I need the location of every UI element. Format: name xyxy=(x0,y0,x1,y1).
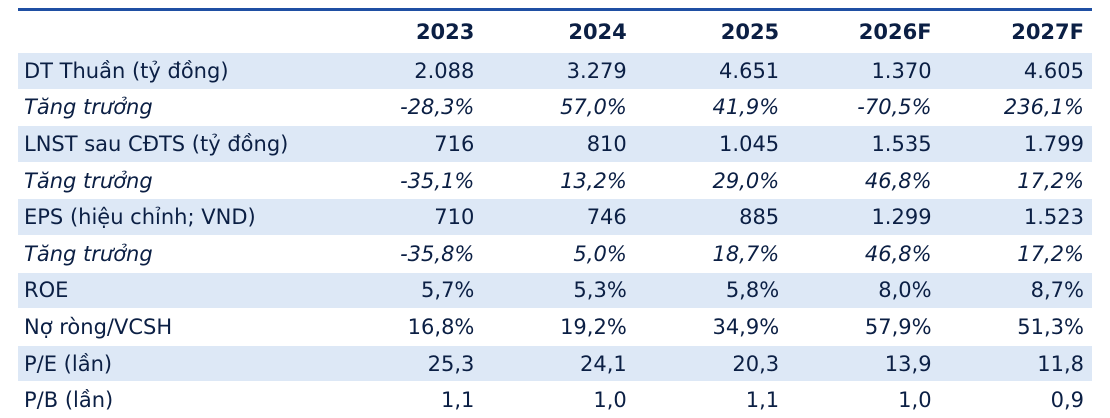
table-row: Tăng trưởng -28,3% 57,0% 41,9% -70,5% 236,1% xyxy=(18,88,1092,126)
table-row: Nợ ròng/VCSH 16,8% 19,2% 34,9% 57,9% 51,3% xyxy=(18,308,1092,346)
header-cell-2025: 2025 xyxy=(720,19,780,44)
table-cell: 1.535 xyxy=(787,125,940,163)
table-cell: 1.523 xyxy=(939,198,1092,236)
table-cell: 4.651 xyxy=(634,52,788,90)
table-cell: 1.370 xyxy=(787,52,940,90)
table-cell: 13,9 xyxy=(787,344,940,382)
table-cell: 18,7% xyxy=(634,234,788,273)
table-cell: 1.045 xyxy=(634,125,788,163)
table-cell: 5,8% xyxy=(634,271,788,309)
table-cell: 16,8% xyxy=(330,308,483,346)
header-cell-label xyxy=(18,11,330,53)
table-cell: 41,9% xyxy=(634,88,788,126)
table-cell: 5,7% xyxy=(330,271,483,309)
financial-table: 2023 2024 2025 2026F 2027F DT Thuần (tỷ … xyxy=(18,11,1092,418)
table-row: ROE 5,7% 5,3% 5,8% 8,0% 8,7% xyxy=(18,271,1092,309)
header-cell-2027f: 2027F xyxy=(1011,19,1084,44)
table-cell: 29,0% xyxy=(634,161,788,199)
table-cell: 20,3 xyxy=(634,344,788,382)
table-cell: 34,9% xyxy=(634,308,788,346)
table-cell: 746 xyxy=(482,198,635,236)
row-label: DT Thuần (tỷ đồng) xyxy=(18,52,330,90)
table-cell: 3.279 xyxy=(482,52,635,90)
table-cell: 810 xyxy=(482,125,635,163)
row-label: Tăng trưởng xyxy=(18,161,330,199)
table-cell: -28,3% xyxy=(330,88,483,126)
row-label: EPS (hiệu chỉnh; VND) xyxy=(18,198,330,236)
header-cell-2024: 2024 xyxy=(568,19,627,44)
table-cell: 17,2% xyxy=(939,161,1092,199)
header-cell-2023: 2023 xyxy=(415,19,475,44)
table-cell: 5,3% xyxy=(482,271,635,309)
table-row: Tăng trưởng -35,1% 13,2% 29,0% 46,8% 17,2% xyxy=(18,161,1092,199)
header-row: 2023 2024 2025 2026F 2027F xyxy=(18,11,1092,53)
row-label: Tăng trưởng xyxy=(18,88,330,126)
table-cell: 13,2% xyxy=(482,161,635,199)
table-cell: 236,1% xyxy=(939,88,1092,126)
financial-summary: 2023 2024 2025 2026F 2027F DT Thuần (tỷ … xyxy=(18,8,1092,418)
table-cell: 1.799 xyxy=(939,125,1092,163)
table-cell: 8,0% xyxy=(787,271,940,309)
table-cell: 4.605 xyxy=(939,52,1092,90)
table-row: DT Thuần (tỷ đồng) 2.088 3.279 4.651 1.370 4.… xyxy=(18,52,1092,90)
table-cell: 716 xyxy=(330,125,483,163)
table-cell: 5,0% xyxy=(482,234,635,273)
table-cell: 46,8% xyxy=(787,234,940,273)
row-label: LNST sau CĐTS (tỷ đồng) xyxy=(18,125,330,163)
table-cell: -35,8% xyxy=(330,234,483,273)
table-cell: 1.299 xyxy=(787,198,940,236)
table-cell: 24,1 xyxy=(482,344,635,382)
table-row: P/E (lần) 25,3 24,1 20,3 13,9 11,8 xyxy=(18,344,1092,382)
table-cell: -70,5% xyxy=(787,88,940,126)
table-cell: 57,9% xyxy=(787,308,940,346)
row-label: ROE xyxy=(18,271,330,309)
table-cell: 51,3% xyxy=(939,308,1092,346)
table-cell: 885 xyxy=(634,198,788,236)
table-cell: 46,8% xyxy=(787,161,940,199)
row-label: Nợ ròng/VCSH xyxy=(18,308,330,346)
header-cell-2026f: 2026F xyxy=(858,19,932,44)
table-cell: 57,0% xyxy=(482,88,635,126)
table-cell: 17,2% xyxy=(939,234,1092,273)
table-row: EPS (hiệu chỉnh; VND) 710 746 885 1.299 1.523 xyxy=(18,198,1092,236)
row-label: P/E (lần) xyxy=(18,344,330,382)
table-cell: 8,7% xyxy=(939,271,1092,309)
table-row: LNST sau CĐTS (tỷ đồng) 716 810 1.045 1.535 1… xyxy=(18,125,1092,163)
row-label: Tăng trưởng xyxy=(18,234,330,273)
header-rule xyxy=(18,8,1092,11)
table-row: Tăng trưởng -35,8% 5,0% 18,7% 46,8% 17,2% xyxy=(18,234,1092,273)
table-cell: 2.088 xyxy=(330,52,483,90)
table-cell: 710 xyxy=(330,198,483,236)
table-body: DT Thuần (tỷ đồng) 2.088 3.279 4.651 1.370 4.… xyxy=(18,52,1092,418)
table-cell: -35,1% xyxy=(330,161,483,199)
table-cell: 25,3 xyxy=(330,344,483,382)
table-cell: 19,2% xyxy=(482,308,635,346)
table-cell: 11,8 xyxy=(939,344,1092,382)
